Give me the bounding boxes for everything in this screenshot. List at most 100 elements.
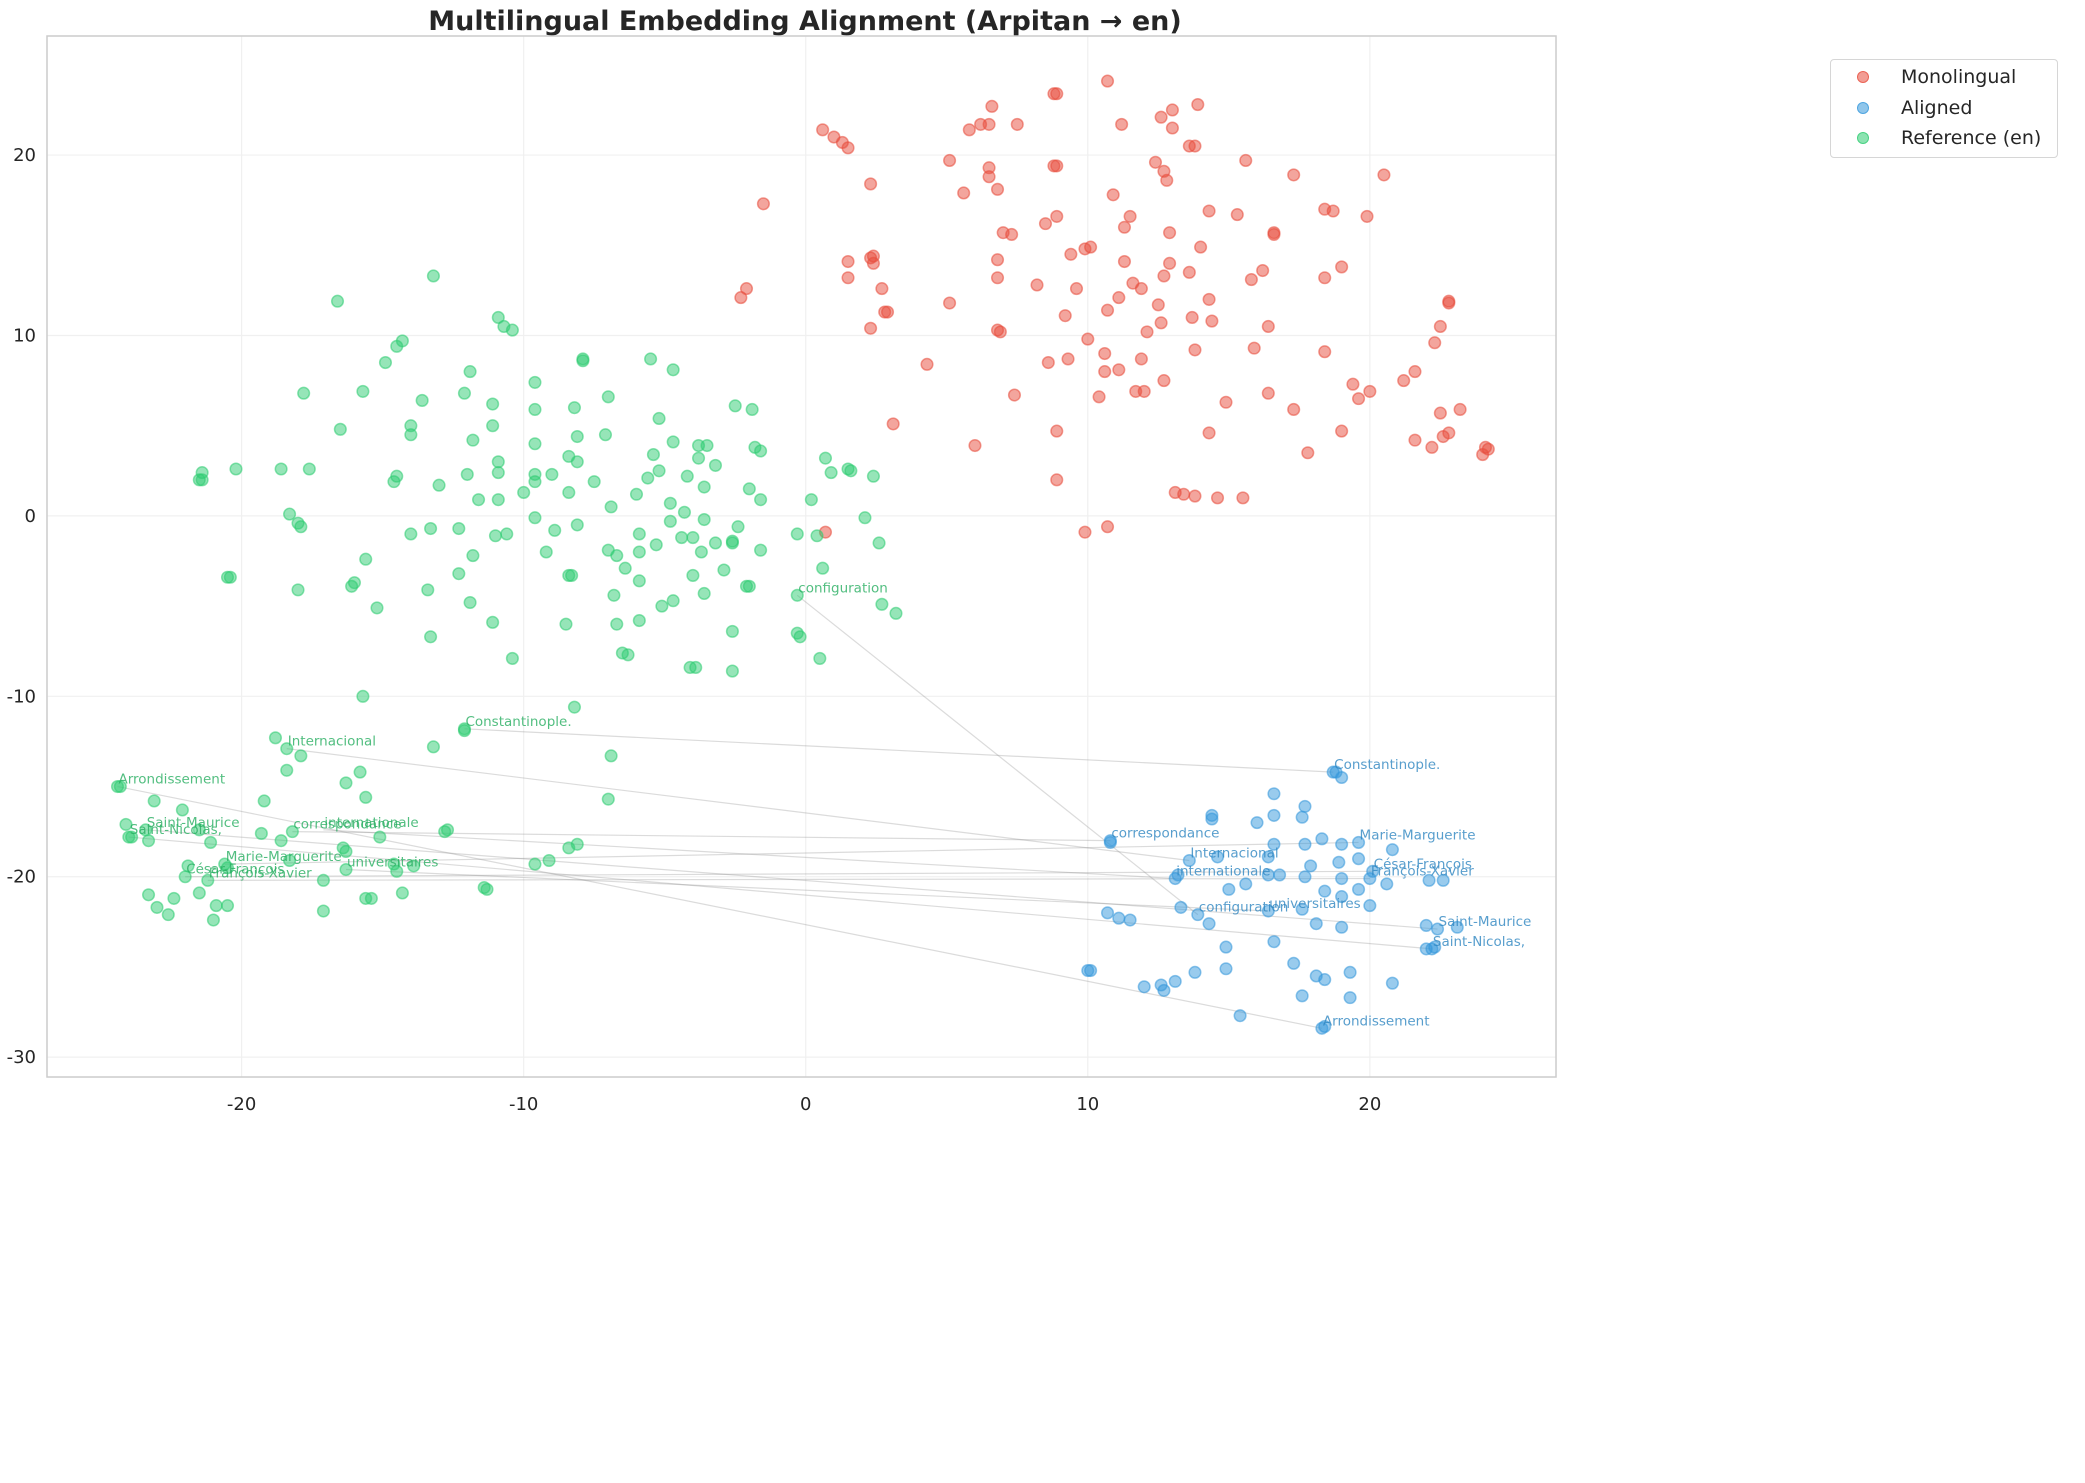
data-point bbox=[1442, 426, 1456, 440]
point-label: Internacional bbox=[288, 734, 376, 750]
data-point bbox=[1335, 890, 1349, 904]
alignment-line bbox=[145, 829, 1438, 930]
data-point bbox=[1157, 983, 1171, 997]
data-point bbox=[1250, 816, 1264, 830]
data-point bbox=[1050, 209, 1064, 223]
data-point bbox=[1343, 991, 1357, 1005]
data-point bbox=[1295, 810, 1309, 824]
data-point bbox=[528, 857, 542, 871]
data-point bbox=[601, 792, 615, 806]
data-point bbox=[491, 455, 505, 469]
data-point bbox=[460, 467, 474, 481]
data-point bbox=[1287, 168, 1301, 182]
data-point bbox=[488, 529, 503, 543]
data-point bbox=[962, 123, 976, 137]
data-point bbox=[1318, 345, 1332, 359]
data-point bbox=[841, 141, 855, 155]
data-point bbox=[841, 271, 855, 285]
data-point bbox=[364, 891, 378, 905]
plot-area-frame bbox=[46, 35, 1557, 1078]
data-point bbox=[1295, 989, 1309, 1003]
data-point bbox=[570, 518, 584, 532]
data-point bbox=[666, 594, 680, 608]
data-point bbox=[1106, 188, 1120, 202]
data-point bbox=[1287, 402, 1301, 417]
data-point bbox=[1335, 260, 1349, 274]
data-point bbox=[390, 339, 404, 353]
data-point bbox=[957, 186, 971, 200]
x-tick-label: 0 bbox=[800, 1094, 811, 1115]
data-point bbox=[646, 448, 660, 462]
data-point bbox=[1273, 868, 1287, 882]
data-point bbox=[119, 817, 133, 831]
data-point bbox=[754, 543, 768, 557]
data-point bbox=[708, 458, 723, 472]
data-point bbox=[1188, 489, 1202, 503]
data-point bbox=[1154, 316, 1168, 330]
data-point bbox=[463, 595, 477, 610]
data-point bbox=[1205, 812, 1219, 826]
data-point bbox=[1247, 341, 1261, 355]
y-tick-label: -20 bbox=[7, 867, 36, 888]
data-point bbox=[641, 471, 655, 485]
data-point bbox=[294, 749, 308, 763]
data-point bbox=[604, 500, 618, 514]
data-point bbox=[359, 552, 373, 566]
data-point bbox=[1352, 835, 1366, 850]
data-point bbox=[570, 455, 584, 469]
point-label: Marie-Marguerite bbox=[226, 849, 342, 865]
data-point bbox=[1157, 269, 1171, 283]
data-point bbox=[652, 411, 666, 426]
data-point bbox=[1103, 835, 1117, 850]
data-point bbox=[1261, 904, 1275, 918]
data-point bbox=[1261, 850, 1275, 864]
data-point bbox=[691, 451, 706, 465]
data-point bbox=[629, 487, 644, 501]
data-point bbox=[1239, 877, 1253, 891]
data-point bbox=[257, 794, 271, 808]
data-point bbox=[1148, 155, 1163, 169]
data-point bbox=[886, 417, 900, 431]
legend-marker-icon bbox=[1857, 102, 1869, 114]
data-point bbox=[192, 886, 206, 900]
data-point bbox=[1154, 110, 1168, 124]
data-point bbox=[1165, 103, 1179, 117]
data-point bbox=[178, 870, 192, 884]
data-point bbox=[201, 873, 215, 887]
data-point bbox=[1442, 296, 1456, 310]
data-point bbox=[548, 523, 562, 537]
data-point bbox=[790, 527, 804, 541]
data-point bbox=[728, 399, 742, 413]
data-point bbox=[330, 294, 345, 308]
data-point bbox=[697, 512, 711, 527]
data-point bbox=[993, 325, 1007, 339]
data-point bbox=[395, 886, 409, 900]
data-point bbox=[1335, 871, 1349, 886]
data-point bbox=[220, 861, 235, 875]
data-point bbox=[486, 419, 500, 433]
data-point bbox=[463, 365, 477, 379]
data-point bbox=[824, 466, 838, 480]
data-point bbox=[1182, 853, 1196, 868]
data-point bbox=[1261, 386, 1275, 400]
data-point bbox=[195, 473, 209, 487]
data-point bbox=[1267, 227, 1281, 242]
data-point bbox=[1100, 303, 1115, 317]
data-point bbox=[570, 429, 584, 444]
alignment-line bbox=[345, 868, 1269, 912]
data-point bbox=[1069, 282, 1084, 296]
legend-label: Reference (en) bbox=[1901, 127, 2042, 149]
data-point bbox=[1335, 424, 1349, 438]
point-label: internationale bbox=[1176, 864, 1270, 880]
data-point bbox=[1163, 226, 1177, 240]
data-point bbox=[982, 170, 996, 184]
data-point bbox=[745, 402, 759, 417]
data-point bbox=[1188, 965, 1202, 979]
data-point bbox=[790, 588, 804, 602]
point-label: François-Xavier bbox=[1371, 864, 1474, 880]
data-point bbox=[1171, 868, 1185, 882]
data-point bbox=[359, 790, 373, 804]
data-point bbox=[517, 485, 531, 500]
data-point bbox=[415, 393, 429, 407]
data-point bbox=[471, 493, 486, 507]
